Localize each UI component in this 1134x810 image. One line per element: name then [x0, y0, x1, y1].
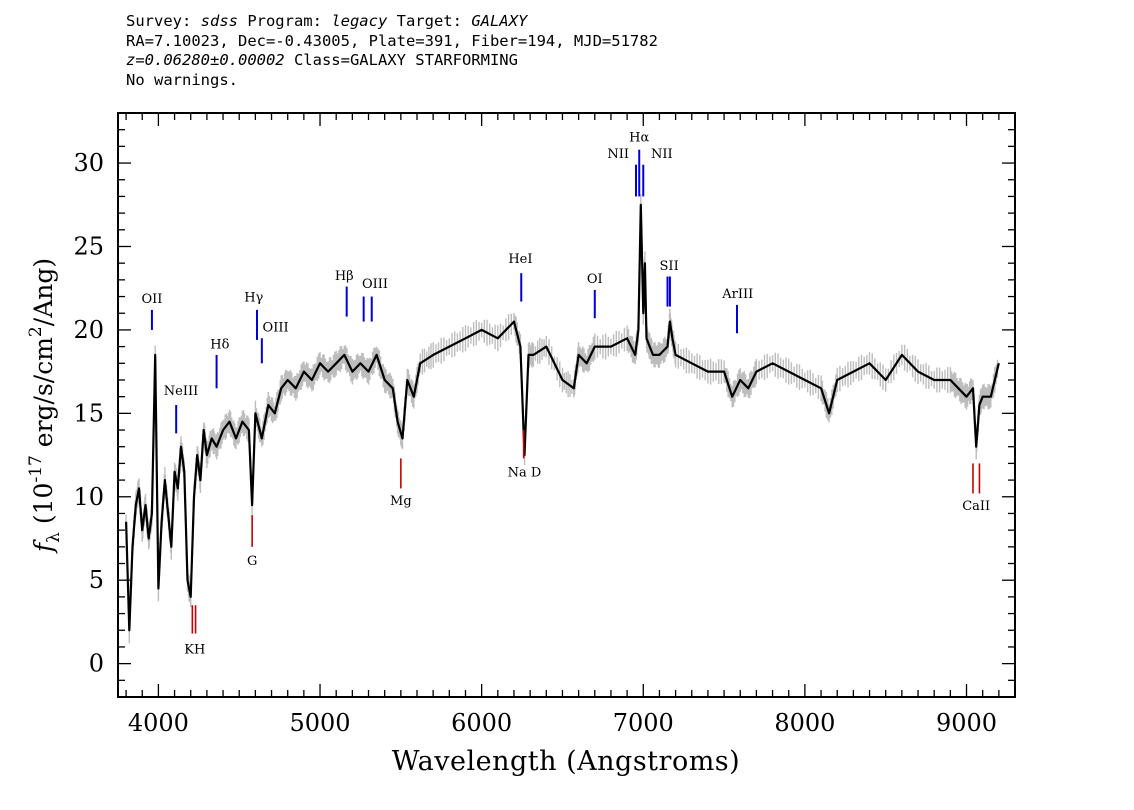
y-axis-title-part: (10: [29, 483, 58, 533]
redshift-value: z=0.06280±0.00002: [126, 51, 285, 69]
header-line-survey: Survey: sdss Program: legacy Target: GAL…: [126, 12, 658, 32]
absorption-line-label: Na D: [508, 466, 542, 481]
emission-line-label: Hα: [629, 130, 649, 145]
x-tick-label: 6000: [451, 709, 512, 737]
y-axis-title-part: /Ang): [29, 258, 58, 326]
x-axis-title: Wavelength (Angstroms): [392, 746, 740, 777]
target-label: Target:: [387, 12, 472, 30]
absorption-line-label: CaII: [962, 499, 990, 514]
absorption-line-label: KH: [184, 643, 205, 658]
y-tick-label: 20: [73, 316, 104, 344]
emission-line-label: NII: [607, 147, 629, 162]
x-tick-label: 7000: [613, 709, 674, 737]
y-axis-title-part: 2: [26, 326, 46, 337]
header-line-redshift: z=0.06280±0.00002 Class=GALAXY STARFORMI…: [126, 51, 658, 71]
absorption-line-label: Mg: [390, 494, 412, 509]
spectral-line-markers: [150, 149, 981, 634]
y-axis-title-part: -17: [26, 455, 46, 482]
x-tick-label: 9000: [936, 709, 997, 737]
flux-line: [125, 203, 1000, 632]
program-label: Program:: [237, 12, 332, 30]
emission-line-label: NII: [651, 147, 673, 162]
y-tick-label: 5: [89, 566, 104, 594]
emission-line-label: OI: [587, 272, 603, 287]
x-tick-label: 5000: [289, 709, 350, 737]
class-value: Class=GALAXY STARFORMING: [284, 51, 518, 69]
y-tick-label: 0: [89, 650, 104, 678]
axis-ticks: [118, 112, 1016, 698]
y-axis-title: fλ (10-17 erg/s/cm2/Ang): [26, 258, 64, 554]
x-tick-label: 4000: [128, 709, 189, 737]
survey-label: Survey:: [126, 12, 201, 30]
x-tick-label: 8000: [774, 709, 835, 737]
emission-line-label: HeI: [508, 252, 532, 267]
header-line-warnings: No warnings.: [126, 70, 238, 89]
header-line-coordinates: RA=7.10023, Dec=-0.43005, Plate=391, Fib…: [126, 31, 658, 50]
emission-line-label: OIII: [263, 321, 289, 336]
y-tick-label: 30: [73, 149, 104, 177]
survey-value: sdss: [200, 12, 238, 30]
program-value: legacy: [331, 12, 388, 30]
emission-line-label: Hγ: [244, 291, 263, 306]
emission-line-label: SII: [660, 259, 679, 274]
y-axis-title-part: erg/s/cm: [29, 337, 58, 455]
y-axis-title-part: λ: [44, 532, 64, 543]
y-tick-label: 25: [73, 232, 104, 260]
spectral-line-labels: OIINeIIIHδHγOIIIHβOIIIHeIOINIIHαNIISIIAr…: [141, 130, 990, 657]
emission-line-label: OII: [141, 292, 162, 307]
emission-line-label: NeIII: [164, 384, 198, 399]
emission-line-label: Hβ: [335, 269, 354, 284]
target-value: GALAXY: [471, 12, 528, 30]
tick-labels: 4000 5000 6000 7000 8000 9000 0 5 10 15 20 25 30: [73, 149, 997, 737]
y-tick-label: 10: [73, 483, 104, 511]
spectrum-header: Survey: sdss Program: legacy Target: GAL…: [126, 12, 658, 90]
emission-line-label: Hδ: [210, 337, 229, 352]
plot-frame: [117, 112, 1016, 698]
y-axis-title-part: f: [29, 539, 58, 554]
emission-line-label: ArIII: [721, 287, 753, 302]
absorption-line-label: G: [247, 554, 257, 569]
y-tick-label: 15: [73, 399, 104, 427]
emission-line-label: OIII: [362, 277, 388, 292]
